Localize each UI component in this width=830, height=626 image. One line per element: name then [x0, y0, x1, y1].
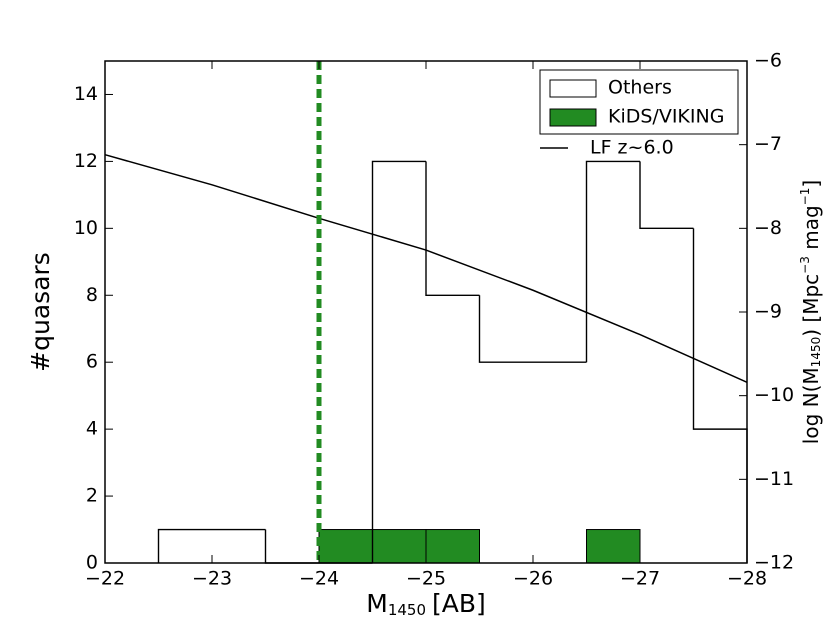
histogram-step	[425, 161, 480, 296]
legend-label: Others	[608, 77, 672, 99]
x-tick-label: −25	[406, 568, 446, 590]
x-tick-label: −24	[299, 568, 339, 590]
y2-tick-label: −8	[754, 217, 782, 239]
y2-tick-label: −10	[754, 384, 794, 406]
legend-swatch	[549, 108, 597, 127]
lf-line	[104, 153, 748, 383]
y-tick-label: 12	[74, 150, 98, 172]
y2-axis-label: log N(M1450) [Mpc−3 mag−1]	[798, 180, 823, 444]
x-label-sub: 1450	[388, 601, 426, 619]
bar	[425, 529, 480, 564]
bar	[318, 529, 373, 564]
y2-label-part: ) [Mpc	[799, 274, 823, 337]
y2-label-part: −3	[798, 256, 812, 274]
x-tick-label: −27	[620, 568, 660, 590]
legend-label: LF z~6.0	[590, 137, 674, 159]
histogram-step	[585, 160, 640, 363]
bar	[372, 529, 427, 564]
y2-label-part: 1450	[809, 337, 823, 368]
x-label-unit: [AB]	[432, 589, 486, 618]
y2-label-part: mag	[799, 205, 823, 256]
y2-tick-label: −11	[754, 468, 794, 490]
histogram-step	[157, 528, 212, 563]
histogram-step	[264, 529, 319, 564]
y-tick-label: 8	[86, 284, 98, 306]
y2-label-part: −1	[798, 188, 812, 206]
x-tick-label: −26	[513, 568, 553, 590]
legend-swatch	[549, 79, 597, 98]
y-tick-label: 10	[74, 217, 98, 239]
y2-label-part: ]	[799, 180, 823, 188]
y2-label-part: log N(M	[799, 367, 823, 444]
y-axis-label: #quasars	[26, 252, 55, 372]
y2-tick-label: −12	[754, 552, 794, 574]
y2-tick-label: −7	[754, 133, 782, 155]
y-tick-label: 14	[74, 83, 98, 105]
x-label-main: M	[366, 589, 388, 618]
histogram-step	[639, 161, 694, 230]
x-tick-label: −23	[192, 568, 232, 590]
x-axis-label: M1450 [AB]	[366, 589, 486, 619]
histogram-step	[692, 228, 748, 563]
y2-tick-label: −9	[754, 301, 782, 323]
y-tick-label: 0	[86, 552, 98, 574]
bar	[586, 529, 641, 564]
histogram-step	[478, 295, 533, 363]
x-tick-label: −22	[85, 568, 125, 590]
histogram-step	[371, 160, 426, 563]
y-tick-label: 4	[86, 418, 98, 440]
legend-label: KiDS/VIKING	[608, 106, 724, 128]
y2-tick-label: −6	[754, 50, 782, 72]
y-tick-label: 2	[86, 485, 98, 507]
y-tick-label: 6	[86, 351, 98, 373]
x-tick-label: −28	[727, 568, 767, 590]
